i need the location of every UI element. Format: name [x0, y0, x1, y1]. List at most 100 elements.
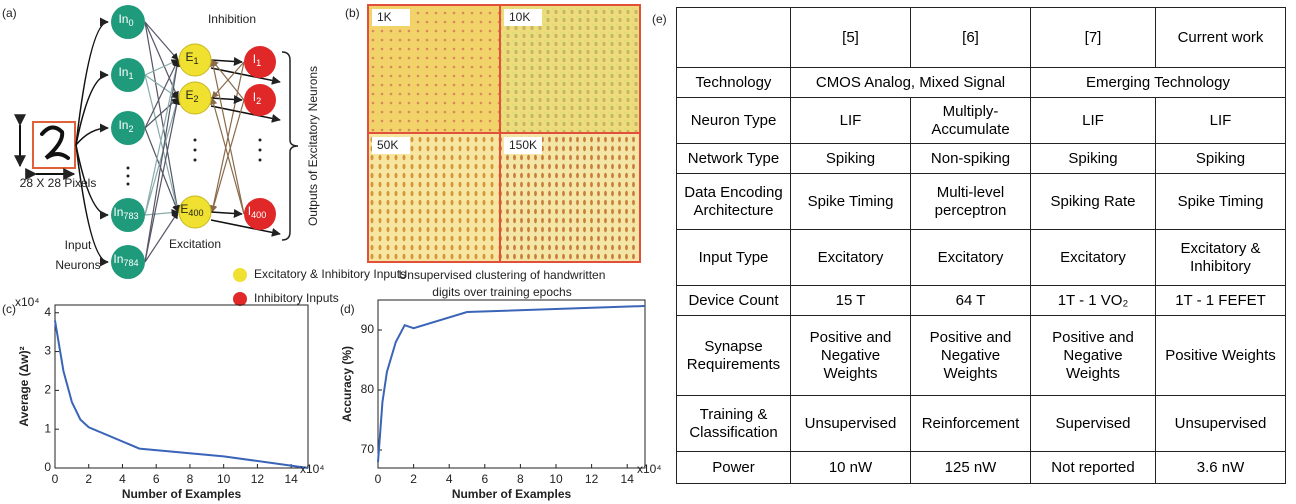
- table-cell: 15 T: [790, 285, 911, 316]
- neuron-name: In: [118, 118, 128, 132]
- table-cell: Data Encoding Architecture: [676, 173, 791, 230]
- input-arrow: [75, 144, 109, 267]
- neuron-name: I: [253, 52, 256, 66]
- neuron-index: 1: [128, 71, 133, 81]
- neuron-index: 1: [193, 56, 198, 66]
- tile-1k: [368, 5, 500, 133]
- plot-frame: [54, 304, 309, 469]
- y-axis-title: Accuracy (%): [340, 346, 354, 422]
- x-tick-label: 0: [375, 472, 382, 486]
- neuron-index: 2: [128, 124, 133, 134]
- panel-label: (e): [652, 12, 667, 26]
- tile-label-bg: [504, 137, 542, 154]
- neuron-label: In1: [118, 65, 133, 81]
- x-tick-label: 10: [549, 472, 563, 486]
- synapse: [144, 74, 180, 213]
- neuron-index: 0: [128, 18, 133, 28]
- x-tick-label: 10: [217, 472, 231, 486]
- output: [210, 219, 281, 237]
- neuron-label: I1: [253, 52, 261, 68]
- table-cell: 64 T: [910, 285, 1031, 316]
- table-cell: [5]: [790, 7, 911, 68]
- panel-b: [367, 4, 641, 263]
- x-tick-label: 14: [284, 472, 298, 486]
- neuron-name: In: [118, 12, 128, 26]
- input-arrow: [75, 144, 109, 220]
- label: Input: [65, 238, 92, 252]
- x-tick-label: 0: [52, 472, 59, 486]
- table-row: Synapse Requirements Positive and Negativ…: [676, 315, 1286, 396]
- label: Outputs of Excitatory Neurons: [306, 66, 320, 226]
- neuron-index: 1: [256, 58, 261, 68]
- table-cell: Positive and Negative Weights: [1030, 315, 1156, 396]
- table-cell: LIF: [1030, 97, 1156, 144]
- x-tick-label: 6: [481, 472, 488, 486]
- tile-label: 150K: [509, 138, 537, 152]
- table-cell: 1T - 1 FEFET: [1155, 285, 1286, 316]
- neuron-label: In0: [118, 12, 133, 28]
- table-cell: Excitatory: [1030, 229, 1156, 286]
- neuron-index: 783: [123, 211, 138, 221]
- table-cell: Current work: [1155, 7, 1286, 68]
- table-cell: Spike Timing: [1155, 173, 1286, 230]
- inhibitory-neuron: [244, 84, 276, 116]
- table-cell: Supervised: [1030, 395, 1156, 452]
- y-tick-label: 4: [44, 305, 51, 319]
- tile-label-bg: [372, 137, 410, 154]
- tile-10k: [500, 5, 640, 133]
- tile-label: 1K: [377, 10, 392, 24]
- y-axis-title: Average (Δw)²: [17, 346, 31, 426]
- table-row: Training & Classification Unsupervised Rei…: [676, 395, 1286, 452]
- neuron-label: E400: [180, 202, 203, 218]
- neuron-index: 2: [193, 94, 198, 104]
- exc-to-inh: [210, 94, 243, 104]
- input-arrow: [75, 123, 109, 146]
- table-cell: 1T - 1 VO₂: [1030, 285, 1156, 316]
- neuron-name: I: [253, 90, 256, 104]
- x-multiplier: x10⁴: [300, 462, 325, 476]
- table-cell: Training & Classification: [676, 395, 791, 452]
- y-tick-label: 1: [44, 421, 51, 435]
- x-multiplier: x10⁴: [637, 462, 662, 476]
- excitatory-neuron: [178, 43, 212, 77]
- label: 28 X 28 Pixels: [20, 176, 97, 190]
- y-tick-label: 90: [361, 322, 375, 336]
- table-cell: Multi-level perceptron: [910, 173, 1031, 230]
- neuron-index: 784: [123, 258, 138, 268]
- table-cell: Non-spiking: [910, 143, 1031, 174]
- table-row: Network Type Spiking Non-spiking Spiking Spi…: [676, 143, 1286, 174]
- neuron-label: E2: [185, 88, 198, 104]
- table-cell: Excitatory: [790, 229, 911, 286]
- x-tick-label: 12: [585, 472, 599, 486]
- neuron-label: I400: [248, 204, 267, 220]
- table-row: Input Type Excitatory Excitatory Excitatory…: [676, 229, 1286, 286]
- x-axis-title: Number of Examples: [122, 487, 242, 501]
- neuron-label: In784: [113, 252, 138, 268]
- table-cell: Excitatory: [910, 229, 1031, 286]
- table-cell: Spiking: [790, 143, 911, 174]
- plot-frame: [377, 299, 646, 469]
- inhibitory-neuron: [244, 198, 276, 230]
- neuron-index: 400: [251, 210, 266, 220]
- table-row: Technology CMOS Analog, Mixed Signal Emerg…: [676, 67, 1286, 98]
- x-tick-label: 12: [251, 472, 265, 486]
- table-cell: Unsupervised: [790, 395, 911, 452]
- synapse: [144, 21, 179, 61]
- neuron-label: In783: [113, 205, 138, 221]
- x-tick-label: 2: [410, 472, 417, 486]
- table-row: Device Count 15 T 64 T 1T - 1 VO₂ 1T - 1 FEF…: [676, 285, 1286, 316]
- table-cell: Not reported: [1030, 451, 1156, 484]
- table-cell: Positive and Negative Weights: [790, 315, 911, 396]
- synapse: [144, 127, 179, 213]
- x-tick-label: 14: [621, 472, 635, 486]
- table-cell: 10 nW: [790, 451, 911, 484]
- caption: digits over training epochs: [432, 285, 571, 299]
- y-tick-label: 0: [44, 460, 51, 474]
- x-tick-label: 4: [119, 472, 126, 486]
- y-multiplier: x10⁴: [15, 295, 40, 309]
- table-row: Data Encoding Architecture Spike Timing Mu…: [676, 173, 1286, 230]
- neuron-name: E: [180, 202, 188, 216]
- neuron-name: E: [185, 50, 193, 64]
- synapse: [144, 59, 181, 216]
- panel-a: [14, 17, 299, 267]
